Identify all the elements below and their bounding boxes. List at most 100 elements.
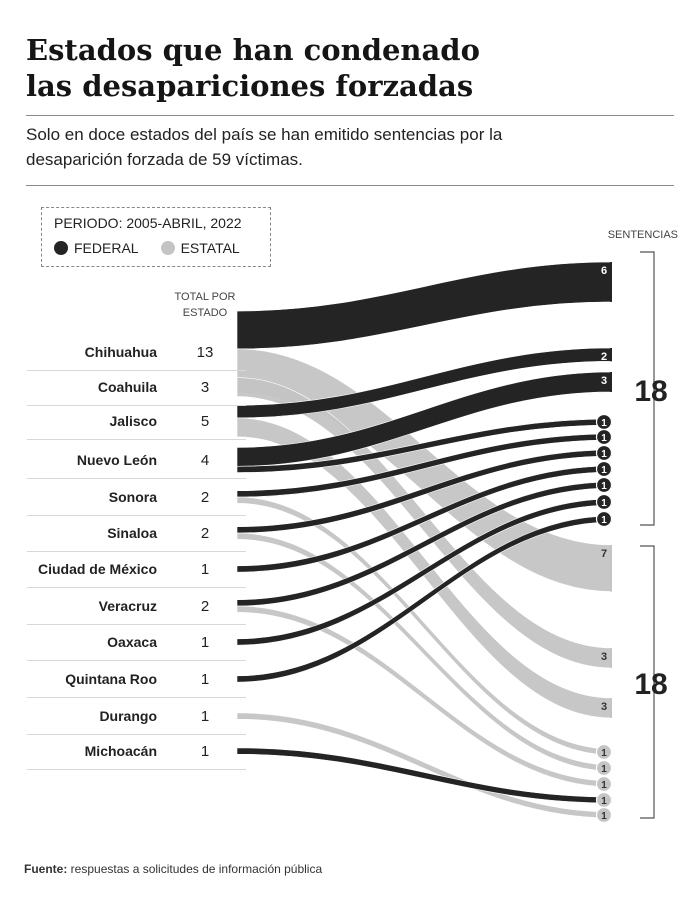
sentence-node-0 [610,262,612,302]
state-total-sinaloa: 2 [201,525,209,542]
flow-sinaloa-federal [236,449,613,534]
group-total-estatal: 18 [634,668,667,701]
bracket-estatal [640,545,655,819]
source-label: Fuente: [24,862,68,876]
sentence-label-8: 1 [601,498,607,509]
sentence-node-4 [595,428,613,446]
sentence-node-12 [610,698,612,718]
sentence-node-14 [595,759,613,777]
sentence-node-17 [595,806,613,824]
divider-top [26,115,674,116]
state-total-michoacan: 1 [201,743,209,760]
sentence-label-13: 1 [601,748,607,759]
flow-sonora-federal [236,433,613,498]
federal-dot-icon [54,241,68,255]
chart-subtitle: Solo en doce estados del país se han emi… [26,122,674,172]
title-line-2: las desapariciones forzadas [26,69,474,103]
state-label-jalisco: Jalisco [110,413,157,429]
flow-ciudad-de-mexico-federal [236,465,613,573]
legend-federal-label: FEDERAL [74,240,139,256]
state-total-ciudad-de-mexico: 1 [201,561,209,578]
flow-veracruz-federal [236,481,613,607]
group-total-federal: 18 [634,375,667,408]
flow-michoacan-federal [236,747,613,804]
sentence-label-1: 2 [601,351,607,363]
state-total-oaxaca: 1 [201,634,209,651]
sentence-node-2 [610,372,612,392]
sentence-node-13 [595,743,613,761]
state-total-jalisco: 5 [201,413,209,430]
sentence-node-6 [595,460,613,478]
state-label-sinaloa: Sinaloa [107,525,157,541]
sentence-label-2: 3 [601,375,607,387]
state-label-chihuahua: Chihuahua [85,344,158,360]
subtitle-line-1: Solo en doce estados del país se han emi… [26,125,503,144]
sentence-label-7: 1 [601,481,607,492]
state-label-nuevo-leon: Nuevo León [77,452,157,468]
sentence-label-11: 3 [601,651,607,663]
sentence-label-0: 6 [601,265,607,277]
sentence-node-11 [610,648,612,668]
sentence-label-17: 1 [601,811,607,822]
sentence-label-3: 1 [601,418,607,429]
legend-period: PERIODO: 2005-ABRIL, 2022 [54,215,242,231]
legend-estatal: ESTATAL [160,240,240,256]
flow-sinaloa-estatal [236,532,613,772]
state-label-sonora: Sonora [109,489,157,505]
sentence-node-5 [595,444,613,462]
flow-quintana-roo-federal [236,515,613,683]
state-total-chihuahua: 13 [197,344,214,361]
state-label-quintana-roo: Quintana Roo [65,671,157,687]
state-total-veracruz: 2 [201,598,209,615]
sentence-node-7 [595,476,613,494]
total-header-line-2: ESTADO [183,307,228,319]
total-header-line-1: TOTAL POR [175,291,236,303]
sentence-label-12: 3 [601,701,607,713]
flow-durango-estatal [236,712,613,819]
state-total-nuevo-leon: 4 [201,452,209,469]
legend-items: FEDERAL ESTATAL [54,240,258,256]
flow-chihuahua-federal [236,261,613,350]
sentence-node-8 [595,493,613,511]
source-note: Fuente: respuestas a solicitudes de info… [24,862,322,876]
state-label-veracruz: Veracruz [99,598,157,614]
state-total-sonora: 2 [201,489,209,506]
flow-oaxaca-federal [236,498,613,646]
bracket-federal [640,251,655,526]
sentence-node-1 [610,348,612,362]
flows-layer [236,261,613,819]
sentence-label-6: 1 [601,465,607,476]
sentencias-header: SENTENCIAS [608,229,678,241]
state-total-coahuila: 3 [201,379,209,396]
sentence-label-5: 1 [601,449,607,460]
legend-federal: FEDERAL [54,240,139,256]
title-line-1: Estados que han condenado [26,33,480,67]
state-total-quintana-roo: 1 [201,671,209,688]
estatal-dot-icon [160,241,175,255]
sentence-label-14: 1 [601,764,607,775]
flow-sonora-estatal [236,496,613,756]
sentence-label-16: 1 [601,796,607,807]
chart-title: Estados que han condenado las desaparici… [26,32,666,104]
sentence-node-9 [595,510,613,528]
sentence-label-15: 1 [601,780,607,791]
sentence-node-15 [595,775,613,793]
sentence-node-10 [610,545,612,592]
divider-bottom [26,185,674,186]
sentence-label-9: 1 [601,515,607,526]
state-label-durango: Durango [99,708,157,724]
flow-nuevo-leon-federal [236,418,613,473]
state-label-ciudad-de-mexico: Ciudad de México [38,561,157,577]
sentence-label-10: 7 [601,548,607,560]
state-label-oaxaca: Oaxaca [107,634,157,650]
sentence-label-4: 1 [601,433,607,444]
subtitle-line-2: desaparición forzada de 59 víctimas. [26,150,303,169]
state-label-coahuila: Coahuila [98,379,157,395]
state-total-durango: 1 [201,708,209,725]
legend-estatal-label: ESTATAL [180,240,240,256]
legend: PERIODO: 2005-ABRIL, 2022 FEDERAL ESTATA… [41,207,271,267]
state-label-michoacan: Michoacán [85,743,157,759]
